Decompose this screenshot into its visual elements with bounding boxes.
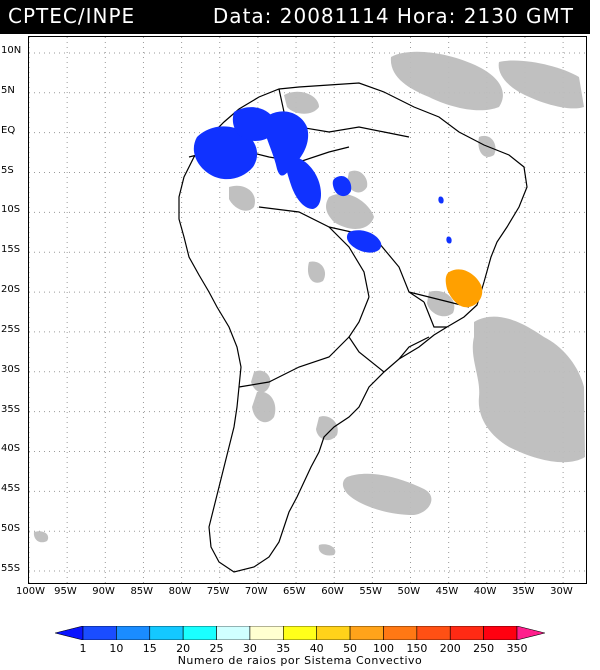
legend-color-box [316,626,351,640]
legend-tick-label: 1 [79,642,87,655]
latitude-label: 55S [1,563,21,575]
lightning-cells-orange [445,269,483,308]
legend-tick-label: 40 [309,642,324,655]
latitude-label: EQ [1,124,16,136]
header-bar: CPTEC/INPE Data: 20081114 Hora: 2130 GMT [0,0,590,34]
legend-color-box [449,626,484,640]
longitude-label: 90W [92,586,115,597]
legend-color-box [116,626,151,640]
legend-color-box [383,626,418,640]
legend-tick-label: 100 [372,642,394,655]
latitude-label: 40S [1,443,21,455]
legend-triangle-low [55,626,84,640]
legend-tick-label: 350 [506,642,528,655]
cloud-cover [33,51,585,556]
legend-tick-label: 25 [209,642,224,655]
color-scale-bar [55,626,545,640]
legend-tick-label: 50 [343,642,358,655]
lightning-cells-blue [193,107,452,253]
legend-tick-label: 15 [142,642,157,655]
longitude-label: 95W [54,586,77,597]
legend-tick-label: 250 [473,642,495,655]
legend-color-box [216,626,251,640]
datetime-label: Data: 20081114 Hora: 2130 GMT [212,4,574,28]
legend-color-box [483,626,518,640]
longitude-label: 50W [397,586,421,597]
legend-color-box [182,626,217,640]
map-frame [28,36,587,584]
longitude-label: 35W [511,586,535,597]
legend-color-box [82,626,117,640]
legend-color-box [249,626,284,640]
latitude-label: 5S [1,164,14,176]
legend-title: Numero de raios por Sistema Convectivo [177,654,423,667]
longitude-label: 60W [321,586,344,597]
latitude-label: 10N [1,44,22,56]
legend-tick-label: 35 [276,642,291,655]
legend-color-box [149,626,184,640]
legend-tick-label: 10 [109,642,124,655]
longitude-label: 55W [359,586,382,597]
longitude-label: 85W [130,586,154,597]
legend-color-box [416,626,451,640]
longitude-label: 30W [550,586,573,597]
longitude-label: 45W [435,586,459,597]
legend-tick-label: 200 [439,642,461,655]
longitude-label: 40W [473,586,497,597]
latitude-label: 15S [1,244,21,256]
map-canvas [29,37,586,583]
latitude-label: 45S [1,483,21,495]
longitude-label: 80W [168,586,192,597]
legend-tick-label: 150 [406,642,428,655]
legend-tick-label: 20 [176,642,191,655]
latitude-label: 50S [1,523,21,535]
latitude-label: 5N [1,84,15,96]
longitude-label: 70W [244,586,268,597]
latitude-label: 25S [1,323,21,335]
legend-color-box [349,626,384,640]
latitude-label: 35S [1,403,21,415]
longitude-label: 65W [283,586,306,597]
grid-lines [29,37,586,583]
source-label: CPTEC/INPE [8,4,136,28]
longitude-label: 75W [206,586,230,597]
legend-color-box [283,626,317,640]
longitude-label: 100W [16,586,45,597]
latitude-label: 20S [1,284,21,296]
latitude-label: 10S [1,204,21,216]
latitude-label: 30S [1,363,21,375]
legend-triangle-high [516,626,545,640]
legend-tick-label: 30 [242,642,257,655]
color-scale-ticks: 1 10 15 20 25 30 35 40 50 100 150 200 250 350 [0,642,600,656]
